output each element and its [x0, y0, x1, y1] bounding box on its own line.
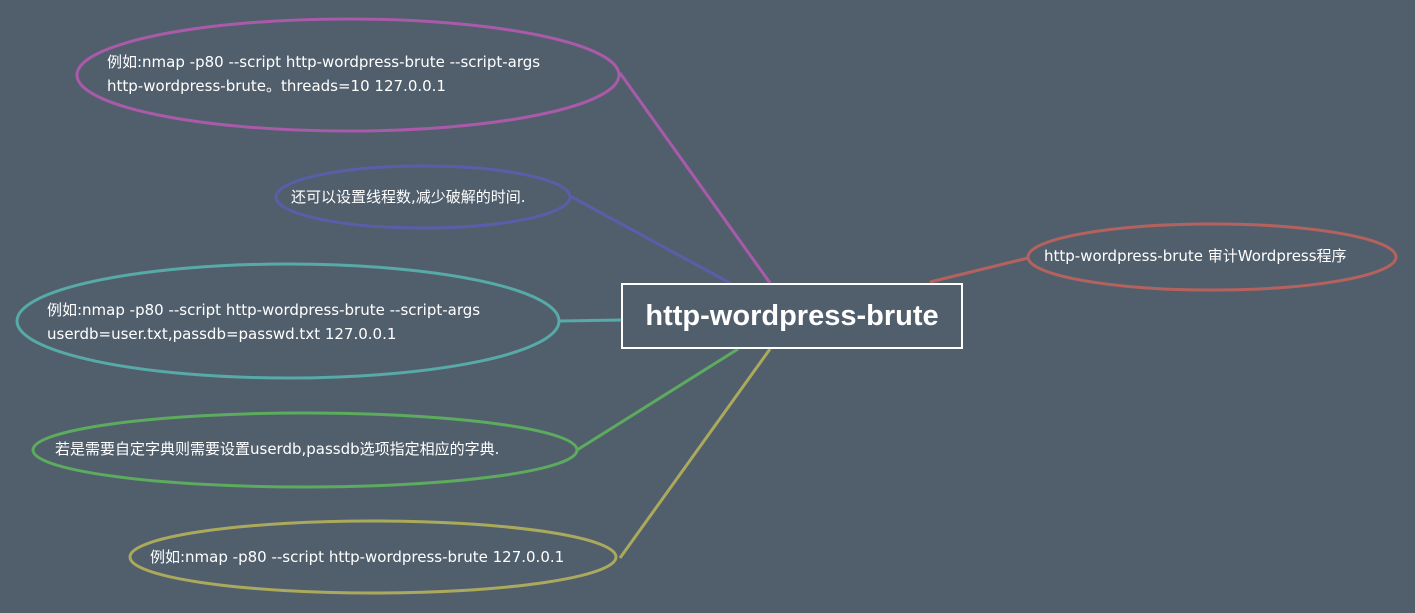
node-example-basic-ellipse[interactable] — [128, 519, 618, 595]
connector-example-threads — [618, 72, 772, 284]
node-example-threads-label: 例如:nmap -p80 --script http-wordpress-bru… — [107, 50, 540, 98]
node-custom-dict-ellipse[interactable] — [31, 411, 579, 489]
node-example-userdb-line-2: userdb=user.txt,passdb=passwd.txt 127.0.… — [47, 325, 397, 343]
connector-right — [929, 256, 1029, 284]
central-topic[interactable]: http-wordpress-brute — [621, 283, 963, 349]
node-example-threads-line-1: 例如:nmap -p80 --script http-wordpress-bru… — [107, 53, 541, 71]
node-threads-tip-ellipse[interactable] — [274, 164, 572, 230]
node-right-ellipse[interactable] — [1026, 222, 1398, 292]
node-threads-tip-label: 还可以设置线程数,减少破解的时间. — [291, 185, 526, 209]
connector-example-userdb — [559, 318, 622, 323]
node-example-userdb-line-1: 例如:nmap -p80 --script http-wordpress-bru… — [47, 301, 481, 319]
node-example-basic-label: 例如:nmap -p80 --script http-wordpress-bru… — [150, 545, 564, 569]
node-example-userdb-ellipse[interactable] — [15, 262, 561, 380]
node-example-userdb-label: 例如:nmap -p80 --script http-wordpress-bru… — [47, 298, 480, 346]
node-example-threads-ellipse[interactable] — [75, 17, 621, 133]
node-right-label: http-wordpress-brute 审计Wordpress程序 — [1044, 244, 1347, 268]
connector-custom-dict — [576, 347, 739, 452]
node-right-text: http-wordpress-brute 审计Wordpress程序 — [1044, 247, 1347, 265]
node-example-threads-line-2: http-wordpress-brute。threads=10 127.0.0.… — [107, 77, 446, 95]
node-example-basic-text: 例如:nmap -p80 --script http-wordpress-bru… — [150, 548, 565, 566]
central-topic-title: http-wordpress-brute — [645, 299, 939, 332]
connector-threads-tip — [569, 194, 731, 285]
node-custom-dict-label: 若是需要自定字典则需要设置userdb,passdb选项指定相应的字典. — [55, 437, 499, 461]
connector-example-basic — [618, 348, 772, 559]
node-threads-tip-text: 还可以设置线程数,减少破解的时间. — [291, 188, 526, 206]
node-custom-dict-text: 若是需要自定字典则需要设置userdb,passdb选项指定相应的字典. — [55, 440, 500, 458]
